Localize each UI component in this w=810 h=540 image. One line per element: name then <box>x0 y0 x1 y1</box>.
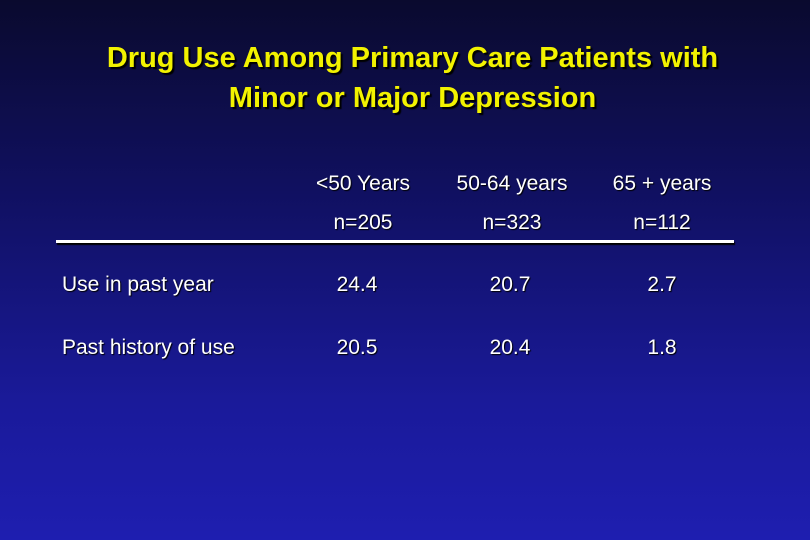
slide-title: Drug Use Among Primary Care Patients wit… <box>0 38 810 118</box>
table-cell: 20.4 <box>489 336 531 359</box>
slide-title-line-1: Drug Use Among Primary Care Patients wit… <box>106 42 719 74</box>
column-header-under-50: <50 Years <box>315 172 410 195</box>
row-label-use-in-past-year: Use in past year <box>62 273 214 296</box>
table-cell: 1.8 <box>647 336 677 359</box>
column-n-under-50: n=205 <box>333 211 393 234</box>
table-cell: 20.7 <box>489 273 531 296</box>
column-n-50-64: n=323 <box>482 211 542 234</box>
row-label-past-history-of-use: Past history of use <box>62 336 235 359</box>
column-header-65-plus: 65 + years <box>612 172 712 195</box>
header-divider <box>56 240 734 243</box>
table-cell: 24.4 <box>336 273 378 296</box>
column-header-50-64: 50-64 years <box>456 172 568 195</box>
table-cell: 20.5 <box>336 336 378 359</box>
slide-title-line-2: Minor or Major Depression <box>228 82 597 114</box>
table-cell: 2.7 <box>647 273 677 296</box>
column-n-65-plus: n=112 <box>633 211 691 234</box>
